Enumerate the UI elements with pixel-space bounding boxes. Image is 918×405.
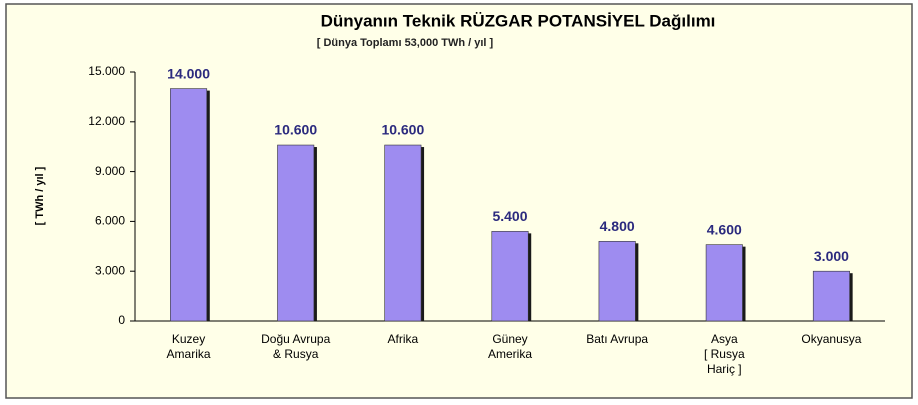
data-label: 3.000	[814, 248, 849, 264]
bar	[598, 241, 636, 322]
x-tick-label: Asya [ Rusya Hariç ]	[703, 332, 745, 376]
data-label: 14.000	[167, 65, 210, 81]
bar	[384, 144, 422, 322]
y-tick-label: 12.000	[88, 114, 125, 128]
chart-subtitle: [ Dünya Toplamı 53,000 TWh / yıl ]	[317, 37, 494, 49]
x-tick-label: Güney Amerika	[487, 332, 532, 361]
y-tick-label: 6.000	[95, 214, 125, 228]
x-tick-label: Kuzey Amarika	[166, 332, 211, 361]
data-label: 5.400	[492, 208, 527, 224]
x-tick-label: Afrika	[387, 332, 419, 346]
x-tick-label: Okyanusya	[801, 332, 862, 346]
data-label: 10.600	[274, 122, 317, 138]
data-label: 4.800	[600, 218, 635, 234]
bar	[705, 244, 743, 322]
bar	[812, 270, 850, 322]
y-tick-label: 3.000	[95, 263, 125, 277]
chart-frame	[5, 3, 913, 399]
y-tick-label: 9.000	[95, 164, 125, 178]
chart-title: Dünyanın Teknik RÜZGAR POTANSİYEL Dağılı…	[321, 11, 716, 30]
y-tick-label: 0	[118, 313, 125, 327]
bar	[277, 144, 315, 322]
bar	[170, 88, 208, 322]
data-label: 10.600	[381, 122, 424, 138]
y-tick-label: 15.000	[88, 64, 125, 78]
y-axis-label: [ TWh / yıl ]	[34, 166, 46, 225]
x-tick-label: Doğu Avrupa & Rusya	[261, 332, 331, 361]
bar	[491, 231, 529, 322]
x-tick-label: Batı Avrupa	[586, 332, 649, 346]
data-label: 4.600	[707, 221, 742, 237]
